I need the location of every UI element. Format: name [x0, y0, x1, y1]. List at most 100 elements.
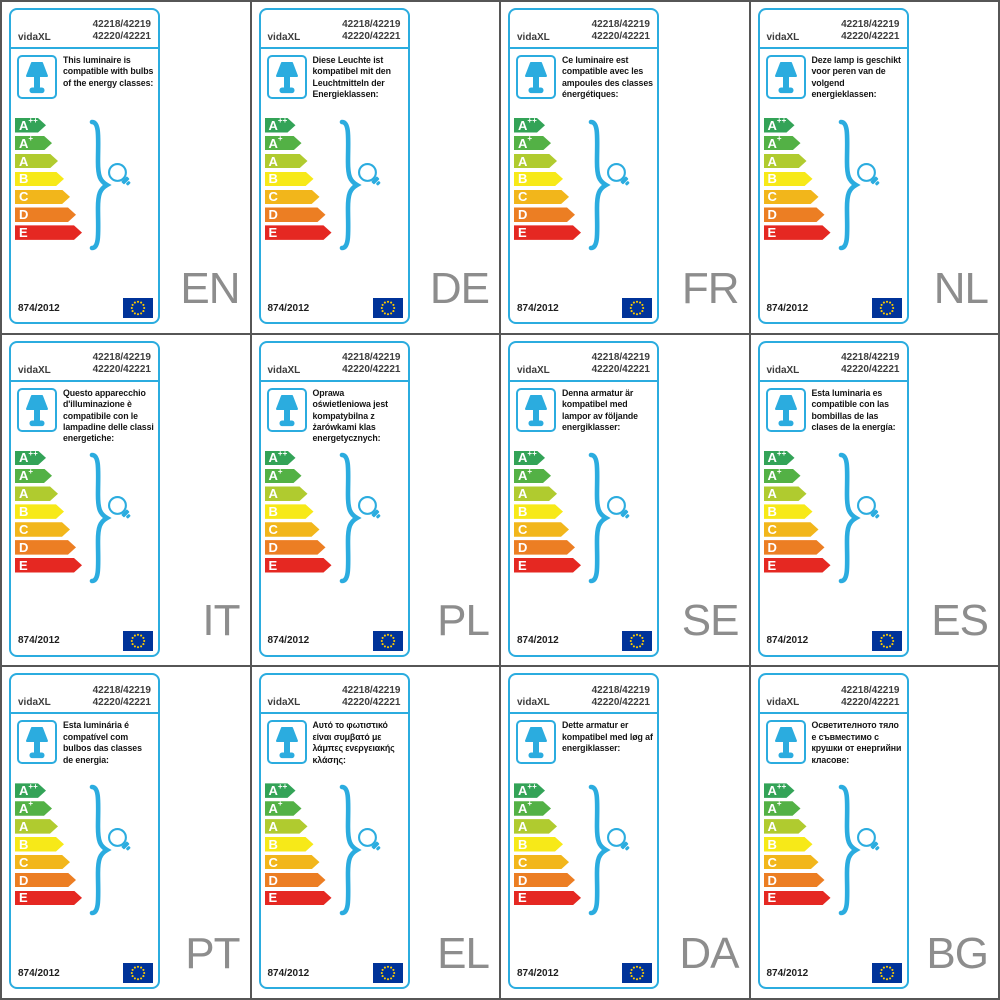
- class-letter: A: [518, 135, 528, 151]
- model-numbers-line1: 42218/42219: [342, 19, 401, 31]
- class-letter: C: [19, 854, 29, 870]
- energy-label: vidaXL 42218/42219 42220/42221: [508, 8, 659, 324]
- energy-class-bars: A ++ A + A B C D E: [15, 783, 82, 908]
- compatibility-text: Diese Leuchte ist kompatibel mit den Leu…: [312, 55, 391, 100]
- model-numbers: 42218/42219 42220/42221: [342, 685, 400, 709]
- class-letter: E: [19, 225, 28, 241]
- class-letter: D: [268, 207, 278, 223]
- language-code: EN: [180, 263, 240, 313]
- brand-text: vidaXL: [18, 32, 51, 43]
- model-numbers: 42218/42219 42220/42221: [841, 352, 899, 376]
- light-bulb-icon: [108, 828, 131, 851]
- class-letter: A: [518, 468, 528, 484]
- energy-class-bar-c: C: [514, 190, 569, 205]
- language-code: NL: [933, 263, 989, 313]
- class-letter: D: [268, 872, 278, 888]
- class-letter: A: [767, 153, 777, 169]
- compatibility-text: Esta luminaria es compatible con las bom…: [811, 387, 896, 432]
- regulation-number: 874/2012: [18, 967, 60, 979]
- class-letter: A: [19, 450, 29, 466]
- brand-text: vidaXL: [766, 697, 800, 709]
- eu-flag-icon: [123, 630, 153, 651]
- energy-class-bar-c: C: [764, 855, 819, 870]
- curly-brace-icon: [588, 452, 611, 583]
- model-numbers-line2: 42220/42221: [342, 31, 401, 43]
- energy-class-bar-d: D: [514, 207, 575, 222]
- class-letter: B: [518, 504, 528, 520]
- class-letter: A: [268, 818, 278, 834]
- energy-class-bars: A ++ A + A B C D E: [764, 118, 831, 243]
- description-row: Осветителното тяло е съвместимо с крушки…: [760, 714, 907, 766]
- energy-label: vidaXL 42218/42219 42220/42221: [9, 673, 160, 990]
- regulation-number: 874/2012: [267, 967, 310, 979]
- brand-text: vidaXL: [517, 32, 550, 43]
- language-code: PT: [185, 928, 240, 978]
- energy-label-card: vidaXL 42218/42219 42220/42221: [2, 334, 250, 666]
- label-footer: 874/2012: [18, 630, 153, 651]
- model-numbers-line1: 42218/42219: [92, 352, 151, 364]
- label-footer: 874/2012: [767, 630, 902, 651]
- model-numbers-line2: 42220/42221: [92, 363, 151, 375]
- model-numbers-line1: 42218/42219: [841, 19, 900, 31]
- curly-brace-icon: [89, 452, 112, 583]
- regulation-number: 874/2012: [18, 302, 60, 314]
- class-letter: C: [518, 854, 528, 870]
- class-letter: B: [767, 171, 777, 187]
- energy-class-bar-e: E: [15, 558, 82, 573]
- regulation-number: 874/2012: [766, 302, 809, 314]
- eu-flag-icon: [123, 298, 153, 318]
- brand-text: vidaXL: [267, 32, 301, 43]
- label-header: vidaXL 42218/42219 42220/42221: [261, 10, 408, 43]
- energy-class-bar-d: D: [265, 873, 326, 888]
- model-numbers-line1: 42218/42219: [92, 684, 151, 696]
- energy-class-bar-d: D: [764, 873, 825, 888]
- model-numbers: 42218/42219 42220/42221: [93, 19, 151, 43]
- light-bulb-icon: [357, 163, 380, 186]
- class-letter: B: [19, 171, 29, 187]
- energy-class-bar-a: A: [265, 486, 308, 501]
- energy-class-bar-a+: A +: [265, 469, 302, 484]
- class-superscript: +: [527, 799, 533, 809]
- class-letter: B: [19, 504, 29, 520]
- light-bulb-icon: [607, 828, 630, 851]
- model-numbers-line2: 42220/42221: [342, 696, 401, 708]
- class-letter: A: [518, 783, 528, 799]
- header-divider: [759, 712, 907, 715]
- class-superscript: ++: [776, 116, 787, 126]
- class-letter: B: [268, 171, 278, 187]
- brand-text: vidaXL: [267, 697, 301, 709]
- curly-brace-icon: [339, 785, 362, 916]
- class-letter: A: [19, 117, 29, 133]
- energy-class-bar-a: A: [764, 819, 807, 834]
- class-letter: A: [518, 117, 528, 133]
- energy-class-bar-a: A: [764, 486, 807, 501]
- energy-label: vidaXL 42218/42219 42220/42221: [757, 673, 909, 990]
- class-letter: D: [518, 207, 528, 223]
- table-lamp-icon: [765, 387, 806, 432]
- model-numbers-line1: 42218/42219: [342, 684, 401, 696]
- class-letter: D: [19, 872, 29, 888]
- eu-flag-icon: [123, 963, 153, 984]
- light-bulb-icon: [607, 495, 630, 519]
- class-letter: E: [518, 890, 527, 906]
- header-divider: [11, 379, 158, 382]
- class-superscript: +: [28, 466, 34, 476]
- eu-flag-icon: [622, 963, 652, 984]
- compatibility-text: Αυτό το φωτιστικό είναι συμβατό με λάμπε…: [312, 720, 395, 765]
- class-letter: B: [268, 504, 278, 520]
- energy-class-bars: A ++ A + A B C D E: [514, 118, 581, 243]
- eu-flag-icon: [622, 630, 652, 651]
- label-footer: 874/2012: [268, 298, 403, 318]
- class-letter: A: [19, 468, 29, 484]
- table-lamp-icon: [266, 55, 307, 99]
- label-footer: 874/2012: [18, 963, 153, 984]
- brand-text: vidaXL: [766, 32, 800, 43]
- energy-class-bar-a: A: [514, 486, 557, 501]
- label-header: vidaXL 42218/42219 42220/42221: [11, 10, 158, 43]
- model-numbers-line2: 42220/42221: [591, 696, 650, 708]
- class-letter: C: [518, 521, 528, 537]
- class-superscript: ++: [527, 116, 537, 126]
- class-letter: C: [767, 189, 777, 205]
- energy-class-bar-a++: A ++: [764, 783, 795, 798]
- compatibility-text: Questo apparecchio d'illuminazione è com…: [63, 387, 154, 444]
